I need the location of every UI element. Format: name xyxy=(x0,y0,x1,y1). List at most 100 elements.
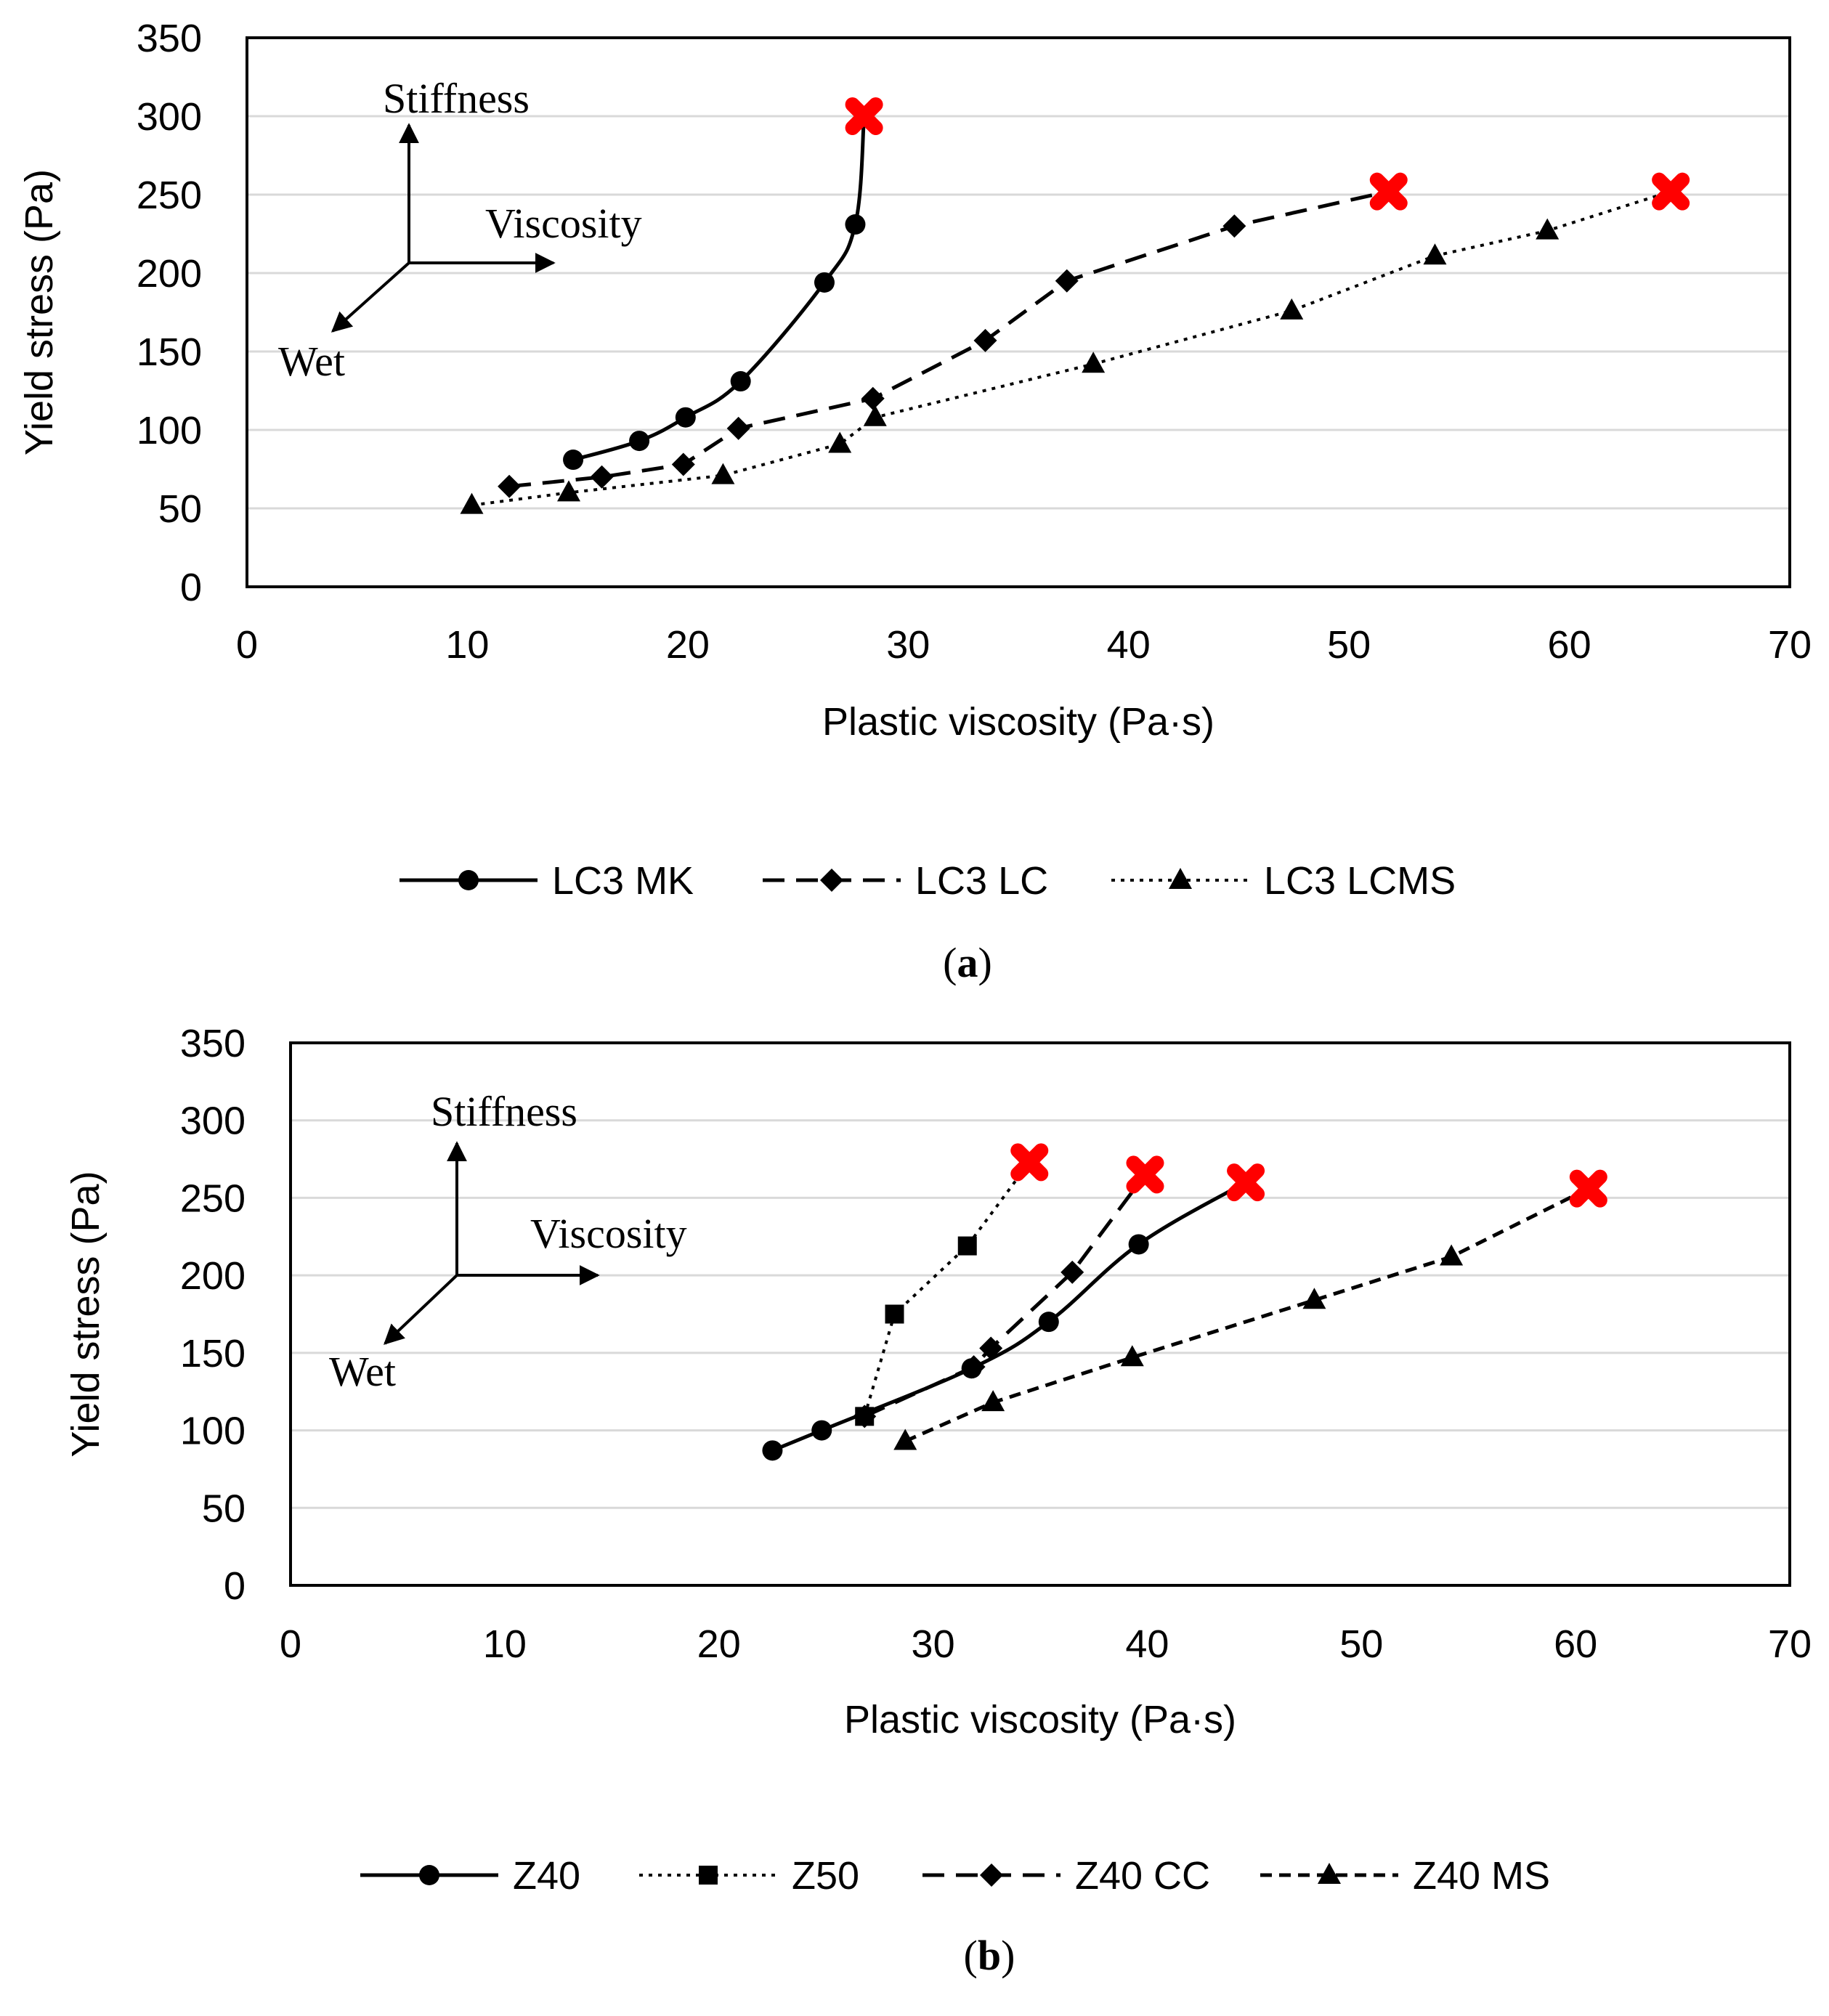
y-tick-label: 200 xyxy=(137,252,202,296)
y-axis-label: Yield stress (Pa) xyxy=(64,1171,108,1457)
end-point-marker xyxy=(1569,1169,1607,1208)
data-point xyxy=(861,386,885,410)
legend-label: LC3 LC xyxy=(915,859,1048,903)
data-point xyxy=(893,1428,917,1450)
data-point xyxy=(863,405,887,426)
data-point xyxy=(671,452,695,476)
x-tick-label: 50 xyxy=(1327,623,1371,667)
data-point xyxy=(973,328,997,352)
y-tick-label: 150 xyxy=(180,1332,246,1375)
data-point xyxy=(563,450,584,471)
data-point xyxy=(1280,298,1304,320)
series-line xyxy=(771,1180,1247,1452)
legend-item-lc3-lc: LC3 LC xyxy=(763,859,1048,903)
wet-label: Wet xyxy=(278,338,345,385)
x-tick-label: 50 xyxy=(1339,1622,1383,1666)
panel-label-open: ( xyxy=(964,1932,978,1979)
legend-marker xyxy=(820,869,843,892)
legend-label: LC3 LCMS xyxy=(1264,859,1456,903)
viscosity-label: Viscosity xyxy=(485,200,642,247)
y-tick-label: 250 xyxy=(180,1176,246,1220)
y-tick-label: 350 xyxy=(137,17,202,60)
stiffness-label: Stiffness xyxy=(431,1088,577,1135)
data-point xyxy=(1222,214,1246,238)
stiffness-label: Stiffness xyxy=(383,75,530,122)
x-axis-label: Plastic viscosity (Pa·s) xyxy=(844,1698,1236,1741)
data-point xyxy=(726,416,750,440)
y-axis-label: Yield stress (Pa) xyxy=(17,169,61,455)
panel-label: (a) xyxy=(943,939,992,986)
data-point xyxy=(675,407,696,428)
x-tick-label: 30 xyxy=(912,1622,955,1666)
end-point-marker xyxy=(1126,1155,1164,1194)
data-point xyxy=(762,1440,783,1461)
chart-panel-b: 0 50 100 150 200 250 300 350 0 10 20 30 40 50 60 70 Yi… xyxy=(64,1022,1812,1979)
x-tick-label: 70 xyxy=(1768,623,1812,667)
end-point-marker xyxy=(1227,1163,1265,1202)
end-point-marker xyxy=(1010,1143,1049,1182)
panel-label: (b) xyxy=(964,1932,1015,1979)
data-point xyxy=(1440,1244,1464,1266)
x-tick-label: 0 xyxy=(236,623,258,667)
x-axis-label: Plastic viscosity (Pa·s) xyxy=(822,700,1214,744)
legend-marker xyxy=(980,1863,1003,1887)
data-point xyxy=(711,463,735,484)
data-point xyxy=(962,1355,986,1379)
y-tick-label: 300 xyxy=(137,95,202,139)
legend-marker xyxy=(699,1866,718,1885)
y-tick-label: 50 xyxy=(158,487,202,531)
series-layer xyxy=(762,1143,1607,1461)
y-tick-label: 100 xyxy=(180,1410,246,1453)
data-point xyxy=(979,1336,1003,1360)
plot-area-frame xyxy=(289,1041,1791,1587)
data-point xyxy=(1055,269,1079,293)
series-lc3-mk xyxy=(563,97,883,471)
data-point xyxy=(828,431,852,453)
wet-label: Wet xyxy=(329,1348,396,1395)
y-tick-label: 300 xyxy=(180,1100,246,1143)
x-tick-label: 20 xyxy=(697,1622,741,1666)
x-tick-label: 30 xyxy=(886,623,930,667)
legend-label: Z40 xyxy=(513,1854,580,1898)
data-point xyxy=(1423,243,1447,265)
data-point xyxy=(1082,351,1106,373)
series-layer xyxy=(460,97,1690,514)
data-point xyxy=(811,1420,832,1441)
wet-arrow xyxy=(330,261,410,333)
series-line xyxy=(904,1187,1589,1443)
legend-item-z40: Z40 xyxy=(360,1854,580,1898)
direction-annotation: Stiffness Viscosity Wet xyxy=(278,75,642,385)
x-tick-label: 20 xyxy=(666,623,710,667)
plot-area-frame xyxy=(246,36,1791,588)
data-point xyxy=(853,1405,877,1428)
data-point xyxy=(1038,1312,1059,1333)
series-z40-cc xyxy=(853,1155,1164,1428)
y-axis-ticks: 0 50 100 150 200 250 300 350 xyxy=(180,1022,246,1608)
panel-label-letter: b xyxy=(978,1932,1001,1979)
y-tick-label: 100 xyxy=(137,409,202,452)
data-point xyxy=(460,492,484,514)
series-line xyxy=(864,1173,1147,1418)
data-point xyxy=(845,214,866,235)
x-axis-ticks: 0 10 20 30 40 50 60 70 xyxy=(236,623,1812,667)
panel-label-close: ) xyxy=(1001,1932,1015,1979)
legend-item-z40-cc: Z40 CC xyxy=(922,1854,1210,1898)
legend: Z40 Z50 Z40 CC Z40 MS xyxy=(360,1854,1550,1898)
series-z40 xyxy=(762,1163,1265,1461)
y-tick-label: 50 xyxy=(202,1487,246,1530)
x-tick-label: 40 xyxy=(1125,1622,1169,1666)
y-tick-label: 350 xyxy=(180,1022,246,1065)
x-tick-label: 0 xyxy=(280,1622,301,1666)
legend-label: Z40 CC xyxy=(1075,1854,1210,1898)
legend: LC3 MK LC3 LC LC3 LCMS xyxy=(400,859,1456,903)
data-point xyxy=(1120,1345,1144,1367)
y-tick-label: 150 xyxy=(137,330,202,374)
end-point-marker xyxy=(845,97,883,135)
data-point xyxy=(1061,1260,1084,1284)
panel-label-close: ) xyxy=(978,939,992,986)
x-tick-label: 70 xyxy=(1768,1622,1812,1666)
x-tick-label: 40 xyxy=(1107,623,1151,667)
data-point xyxy=(814,272,835,293)
data-point xyxy=(590,465,614,489)
legend-item-lc3-lcms: LC3 LCMS xyxy=(1111,859,1456,903)
